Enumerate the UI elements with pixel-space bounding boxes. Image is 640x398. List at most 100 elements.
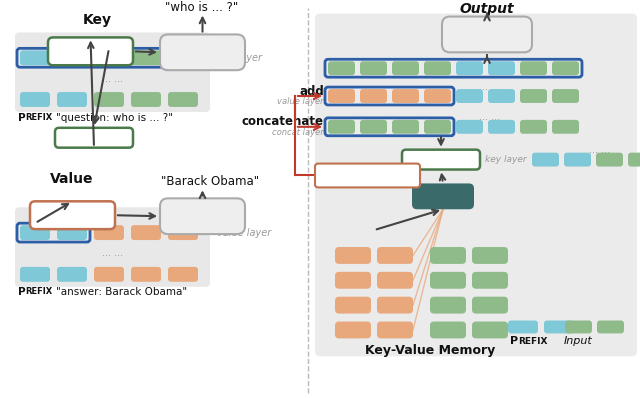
FancyBboxPatch shape [168, 225, 198, 240]
Text: P: P [18, 287, 26, 297]
Text: ... ...: ... ... [589, 144, 611, 155]
FancyBboxPatch shape [160, 198, 245, 234]
Text: Return Key-Value Pairs: Return Key-Value Pairs [317, 171, 419, 180]
FancyBboxPatch shape [335, 247, 371, 264]
Text: P: P [18, 113, 26, 123]
FancyBboxPatch shape [596, 153, 623, 166]
FancyBboxPatch shape [508, 320, 538, 334]
FancyBboxPatch shape [564, 153, 591, 166]
FancyBboxPatch shape [552, 120, 579, 134]
FancyBboxPatch shape [442, 17, 532, 52]
FancyBboxPatch shape [57, 267, 87, 282]
Text: value layer: value layer [217, 228, 271, 238]
FancyBboxPatch shape [392, 61, 419, 75]
FancyBboxPatch shape [597, 320, 624, 334]
FancyBboxPatch shape [36, 206, 68, 224]
FancyBboxPatch shape [472, 297, 508, 314]
FancyBboxPatch shape [131, 50, 161, 65]
FancyBboxPatch shape [57, 50, 87, 65]
FancyBboxPatch shape [532, 153, 559, 166]
FancyBboxPatch shape [20, 267, 50, 282]
FancyBboxPatch shape [377, 322, 413, 338]
FancyBboxPatch shape [430, 272, 466, 289]
FancyBboxPatch shape [94, 92, 124, 107]
FancyBboxPatch shape [168, 92, 198, 107]
FancyBboxPatch shape [456, 61, 483, 75]
FancyBboxPatch shape [328, 89, 355, 103]
Text: Key-Value Memory: Key-Value Memory [365, 344, 495, 357]
Text: concatenate: concatenate [242, 115, 324, 128]
FancyBboxPatch shape [402, 150, 480, 170]
FancyBboxPatch shape [335, 322, 371, 338]
FancyBboxPatch shape [472, 322, 508, 338]
FancyBboxPatch shape [430, 322, 466, 338]
FancyBboxPatch shape [456, 89, 483, 103]
Text: Query: Query [422, 190, 464, 203]
FancyBboxPatch shape [520, 89, 547, 103]
FancyBboxPatch shape [430, 247, 466, 264]
Text: Output: Output [460, 2, 515, 16]
Text: key layer: key layer [217, 53, 262, 63]
FancyBboxPatch shape [488, 61, 515, 75]
FancyBboxPatch shape [15, 207, 210, 287]
FancyBboxPatch shape [131, 225, 161, 240]
FancyBboxPatch shape [315, 164, 420, 187]
FancyBboxPatch shape [20, 50, 50, 65]
FancyBboxPatch shape [544, 320, 574, 334]
Text: Decoder: Decoder [454, 27, 520, 41]
FancyBboxPatch shape [424, 120, 451, 134]
FancyBboxPatch shape [628, 153, 640, 166]
Text: REFIX: REFIX [518, 337, 547, 346]
FancyBboxPatch shape [335, 272, 371, 289]
FancyBboxPatch shape [430, 297, 466, 314]
Text: REFIX: REFIX [25, 287, 52, 296]
FancyBboxPatch shape [328, 61, 355, 75]
FancyBboxPatch shape [392, 89, 419, 103]
FancyBboxPatch shape [131, 92, 161, 107]
FancyBboxPatch shape [131, 267, 161, 282]
FancyBboxPatch shape [94, 42, 126, 60]
FancyBboxPatch shape [456, 120, 483, 134]
FancyBboxPatch shape [412, 183, 474, 209]
Text: ... ...: ... ... [102, 74, 123, 84]
FancyBboxPatch shape [488, 120, 515, 134]
FancyBboxPatch shape [377, 297, 413, 314]
FancyBboxPatch shape [472, 247, 508, 264]
Text: ConvLayer: ConvLayer [410, 154, 472, 165]
FancyBboxPatch shape [57, 92, 87, 107]
Text: ... ...: ... ... [479, 82, 500, 92]
FancyBboxPatch shape [360, 89, 387, 103]
FancyBboxPatch shape [20, 225, 50, 240]
FancyBboxPatch shape [552, 89, 579, 103]
FancyBboxPatch shape [55, 128, 133, 148]
Text: "answer: Barack Obama": "answer: Barack Obama" [56, 287, 187, 297]
FancyBboxPatch shape [328, 120, 355, 134]
Text: value layer: value layer [277, 98, 324, 107]
FancyBboxPatch shape [377, 272, 413, 289]
FancyBboxPatch shape [520, 120, 547, 134]
Text: REFIX: REFIX [25, 113, 52, 122]
Text: Value: Value [51, 172, 93, 187]
Text: P: P [510, 336, 518, 346]
Text: Input: Input [564, 336, 593, 346]
FancyBboxPatch shape [94, 267, 124, 282]
FancyBboxPatch shape [54, 42, 86, 60]
Text: key layer: key layer [485, 155, 527, 164]
FancyBboxPatch shape [392, 120, 419, 134]
Text: concat layer: concat layer [272, 128, 324, 137]
FancyBboxPatch shape [76, 206, 108, 224]
Text: "who is ... ?": "who is ... ?" [165, 1, 239, 14]
FancyBboxPatch shape [424, 61, 451, 75]
FancyBboxPatch shape [424, 89, 451, 103]
FancyBboxPatch shape [360, 120, 387, 134]
FancyBboxPatch shape [377, 247, 413, 264]
Text: Decoder: Decoder [170, 45, 235, 59]
FancyBboxPatch shape [472, 272, 508, 289]
FancyBboxPatch shape [360, 61, 387, 75]
FancyBboxPatch shape [94, 225, 124, 240]
FancyBboxPatch shape [20, 92, 50, 107]
Text: Decoder: Decoder [170, 209, 235, 223]
FancyBboxPatch shape [168, 50, 198, 65]
FancyBboxPatch shape [315, 14, 637, 356]
FancyBboxPatch shape [520, 61, 547, 75]
